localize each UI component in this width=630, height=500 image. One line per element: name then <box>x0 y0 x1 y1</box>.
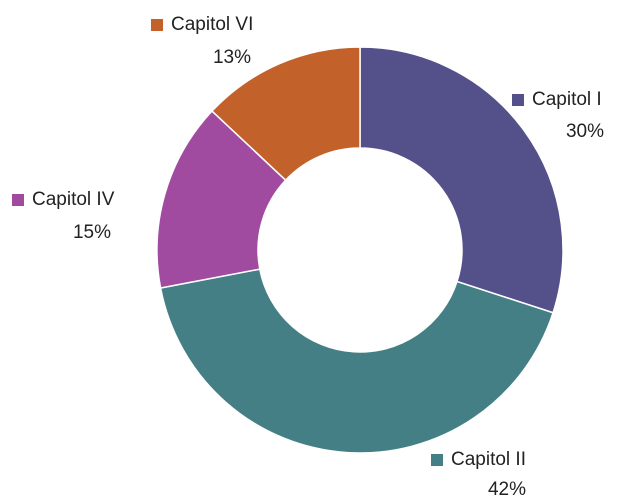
legend-swatch <box>151 19 163 31</box>
legend-swatch <box>512 94 524 106</box>
slice-label: Capitol IV <box>32 189 115 210</box>
donut-slice <box>159 268 555 454</box>
slice-value-label: 42% <box>488 479 526 500</box>
donut-slice <box>210 46 361 182</box>
slice-value-label: 15% <box>73 222 111 243</box>
legend-swatch <box>12 194 24 206</box>
legend-swatch <box>431 454 443 466</box>
slice-label: Capitol VI <box>171 14 253 35</box>
donut-slice <box>359 46 564 314</box>
slice-label: Capitol I <box>532 89 602 110</box>
slice-value-label: 13% <box>213 47 251 68</box>
donut-slice <box>156 109 287 289</box>
slice-label: Capitol II <box>451 449 526 470</box>
slice-value-label: 30% <box>566 121 604 142</box>
